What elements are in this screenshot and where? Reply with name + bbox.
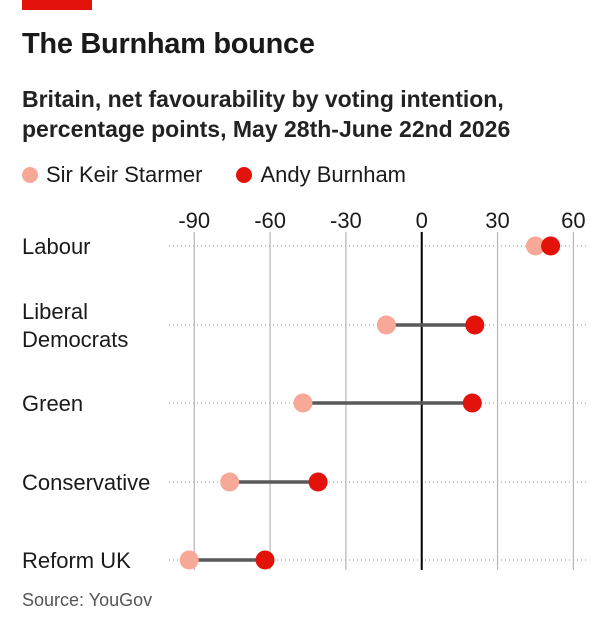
legend: Sir Keir Starmer Andy Burnham: [22, 160, 440, 190]
x-tick-label: 60: [561, 208, 585, 233]
dot-starmer: [293, 393, 313, 413]
dot-starmer: [525, 236, 545, 256]
x-tick-label: 0: [416, 208, 428, 233]
legend-label-burnham: Andy Burnham: [260, 162, 407, 187]
dot-starmer: [179, 550, 199, 570]
chart-subtitle: Britain, net favourability by voting int…: [22, 86, 511, 142]
dot-burnham: [308, 472, 328, 492]
legend-item-starmer: Sir Keir Starmer: [22, 162, 202, 188]
legend-label-starmer: Sir Keir Starmer: [46, 162, 203, 187]
legend-marker-starmer: [22, 167, 38, 183]
category-label: Labour: [22, 234, 91, 259]
chart-title: The Burnham bounce: [22, 28, 315, 60]
x-tick-label: -30: [330, 208, 362, 233]
dot-burnham: [255, 550, 275, 570]
dot-burnham: [465, 315, 485, 335]
x-tick-label: -60: [254, 208, 286, 233]
legend-item-burnham: Andy Burnham: [236, 162, 406, 188]
category-label: Liberal Democrats: [22, 299, 128, 352]
dot-starmer: [376, 315, 396, 335]
x-tick-label: 30: [485, 208, 509, 233]
category-label: Reform UK: [22, 548, 131, 573]
source-note: Source: YouGov: [22, 590, 153, 610]
legend-marker-burnham: [236, 167, 253, 183]
x-tick-label: -90: [178, 208, 210, 233]
dot-burnham: [462, 393, 482, 413]
dot-burnham: [541, 236, 561, 256]
dot-starmer: [220, 472, 240, 492]
brand-accent-bar: [22, 0, 92, 10]
category-label: Conservative: [22, 470, 150, 495]
category-label: Green: [22, 391, 83, 416]
